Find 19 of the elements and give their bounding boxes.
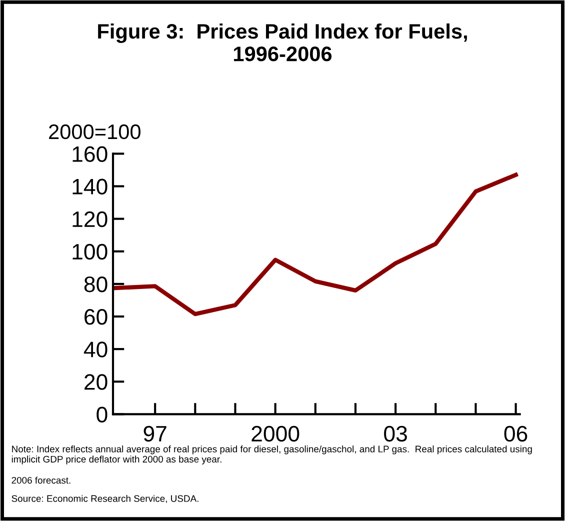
y-tick-label: 20 <box>84 374 108 390</box>
chart-title: Figure 3: Prices Paid Index for Fuels, 1996-2006 <box>98 23 467 62</box>
x-tick-label: 2000 <box>252 426 300 442</box>
x-tick-label: 03 <box>384 426 407 442</box>
x-tick-label: 06 <box>504 426 528 442</box>
y-tick-label: 140 <box>72 178 108 195</box>
y-tick-label: 100 <box>72 244 108 260</box>
source-note: Source: Economic Research Service, USDA. <box>12 494 198 504</box>
y-tick-label: 160 <box>72 146 108 162</box>
y-axis-title: 2000=100 <box>49 124 140 140</box>
y-tick-label: 0 <box>96 406 108 422</box>
x-tick-label: 97 <box>144 426 166 442</box>
y-tick-label: 40 <box>84 342 108 358</box>
text: Note: Index reflects annual average of real prices paid for diesel, gasoline/gaschol, and LP gas. Real prices calculated using implicit GDP price deflator with 2000 as base year. <box>12 445 532 464</box>
text: 2006 forecast. <box>12 476 70 484</box>
y-tick-label: 120 <box>72 211 108 228</box>
line-series <box>113 172 518 316</box>
y-tick-label: 60 <box>84 309 108 325</box>
y-tick-label: 80 <box>84 276 108 292</box>
